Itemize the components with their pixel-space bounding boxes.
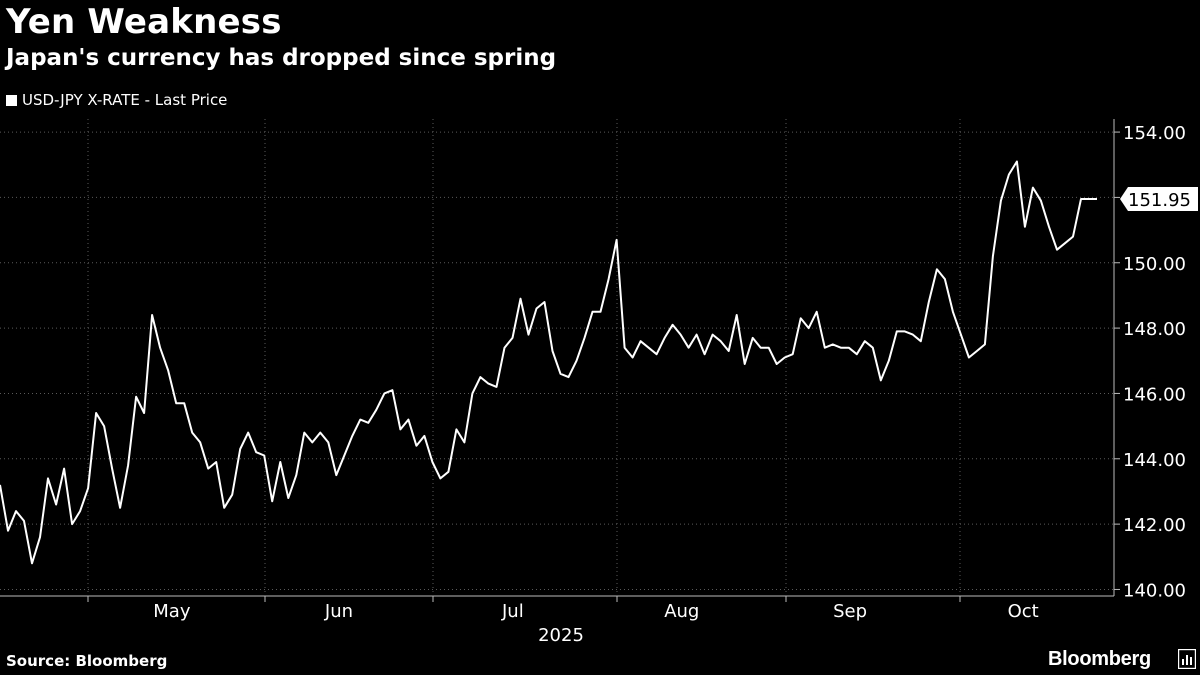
chart-title: Yen Weakness bbox=[6, 2, 282, 42]
bloomberg-chart-icon bbox=[1178, 649, 1196, 669]
last-value-badge bbox=[1120, 187, 1198, 212]
x-tick-label: Oct bbox=[1008, 601, 1039, 622]
legend: USD-JPY X-RATE - Last Price bbox=[6, 91, 227, 109]
legend-label: USD-JPY X-RATE - Last Price bbox=[22, 91, 228, 109]
x-year-label: 2025 bbox=[538, 625, 584, 646]
y-tick-label: 148.00 bbox=[1123, 319, 1186, 340]
last-value-label: 151.95 bbox=[1128, 190, 1191, 211]
legend-swatch bbox=[6, 94, 17, 106]
x-tick-label: Aug bbox=[664, 601, 699, 622]
y-tick-label: 150.00 bbox=[1123, 254, 1186, 275]
x-tick-label: Jul bbox=[501, 601, 524, 622]
series-line-usdjpy bbox=[0, 160, 1097, 565]
y-tick-label: 144.00 bbox=[1123, 450, 1186, 471]
x-tick-label: Sep bbox=[833, 601, 867, 622]
chart-subtitle: Japan's currency has dropped since sprin… bbox=[6, 45, 557, 71]
bloomberg-logo: Bloomberg bbox=[1048, 648, 1151, 670]
y-tick-label: 146.00 bbox=[1123, 384, 1186, 405]
source-note: Source: Bloomberg bbox=[6, 652, 168, 670]
x-tick-label: Jun bbox=[324, 601, 353, 622]
x-tick-label: May bbox=[153, 601, 191, 622]
y-tick-label: 140.00 bbox=[1123, 580, 1186, 601]
y-tick-label: 154.00 bbox=[1123, 123, 1186, 144]
y-tick-label: 142.00 bbox=[1123, 515, 1186, 536]
